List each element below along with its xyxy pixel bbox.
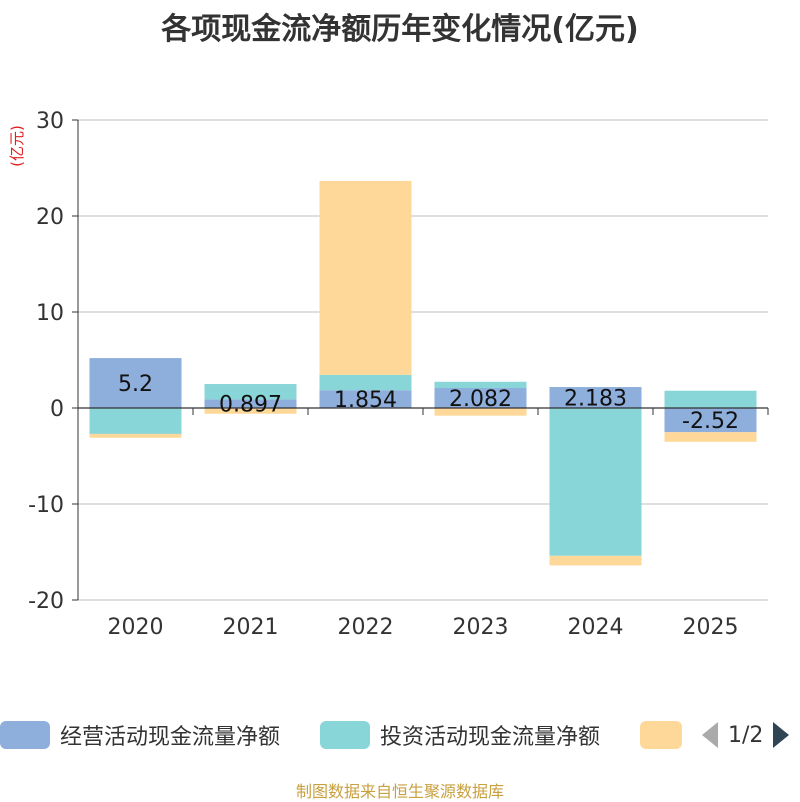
legend-swatch-investing (320, 721, 370, 749)
source-note: 制图数据来自恒生聚源数据库 (295, 782, 504, 801)
x-tick-label: 2024 (568, 615, 624, 640)
bar-2024-series-0 (549, 387, 642, 408)
bar-2022-series-0 (319, 390, 412, 408)
bar-2020-series-2 (89, 433, 182, 438)
next-page-icon[interactable] (771, 720, 791, 750)
data-label: 2.082 (449, 387, 512, 412)
y-axis-label: (亿元) (8, 125, 26, 167)
chart: 30 20 10 0 -10 -20 2020 2021 2022 2023 2024 2025 5.… (8, 109, 769, 640)
bar-2025-series-2 (664, 432, 757, 442)
bar-2023-series-0 (434, 388, 527, 408)
legend-pager: 1/2 (700, 718, 791, 752)
legend-page-indicator: 1/2 (728, 722, 764, 748)
y-tick-label: 10 (36, 301, 64, 326)
y-tick-label: 0 (50, 397, 64, 422)
data-label: -2.52 (682, 409, 739, 434)
x-tick-label: 2025 (683, 615, 739, 640)
x-tick-label: 2022 (338, 615, 394, 640)
legend-item-operating[interactable]: 经营活动现金流量净额 (0, 718, 280, 752)
data-label: 5.2 (118, 372, 153, 397)
grid (78, 119, 768, 601)
bar-2021-series-1 (204, 384, 297, 400)
bar-2024-series-2 (549, 555, 642, 566)
bar-2022-series-1 (319, 374, 412, 391)
axes: 30 20 10 0 -10 -20 2020 2021 2022 2023 2024 2025 (28, 109, 769, 640)
y-tick-label: 30 (36, 109, 64, 134)
bar-2024-series-1 (549, 408, 642, 556)
x-tick-label: 2023 (453, 615, 509, 640)
bar-2025-series-0 (664, 408, 757, 433)
legend-label-investing: 投资活动现金流量净额 (380, 725, 601, 750)
data-label: 2.183 (564, 387, 627, 412)
bar-2023-series-1 (434, 381, 527, 389)
x-tick-label: 2021 (223, 615, 279, 640)
bars (89, 180, 757, 566)
prev-page-icon[interactable] (700, 720, 720, 750)
y-tick-label: 20 (36, 205, 64, 230)
y-tick-label: -20 (28, 589, 64, 614)
legend: 经营活动现金流量净额 投资活动现金流量净额 (0, 718, 800, 752)
legend-item-financing[interactable] (640, 718, 682, 752)
data-label: 1.854 (334, 388, 397, 413)
bar-2022-series-2 (319, 180, 412, 375)
bar-2021-series-2 (204, 408, 297, 414)
data-label: 0.897 (219, 393, 282, 418)
legend-swatch-financing (640, 721, 682, 749)
chart-title: 各项现金流净额历年变化情况(亿元) (161, 12, 639, 47)
legend-item-investing[interactable]: 投资活动现金流量净额 (320, 718, 600, 752)
x-tick-label: 2020 (108, 615, 164, 640)
bar-2021-series-0 (204, 399, 297, 408)
legend-label-operating: 经营活动现金流量净额 (60, 725, 281, 750)
bar-2020-series-1 (89, 408, 182, 434)
bar-2020-series-0 (89, 358, 182, 408)
legend-swatch-operating (0, 721, 50, 749)
bar-2025-series-1 (664, 390, 757, 408)
data-labels: 5.2 0.897 1.854 2.082 2.183 -2.52 (118, 372, 739, 434)
y-tick-label: -10 (28, 493, 64, 518)
bar-2023-series-2 (434, 408, 527, 416)
